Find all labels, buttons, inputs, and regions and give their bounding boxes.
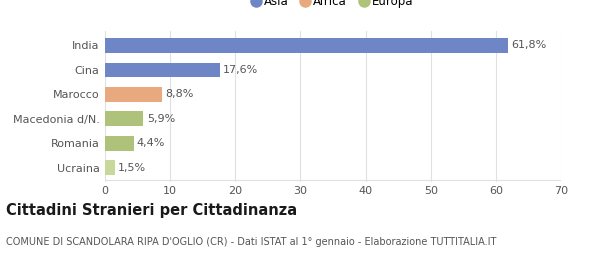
Bar [105, 38, 508, 53]
Bar [105, 112, 143, 126]
Text: 1,5%: 1,5% [118, 163, 146, 173]
Bar [105, 87, 163, 102]
Text: 17,6%: 17,6% [223, 65, 258, 75]
Bar [105, 160, 115, 175]
Text: 61,8%: 61,8% [511, 40, 546, 50]
Text: COMUNE DI SCANDOLARA RIPA D'OGLIO (CR) - Dati ISTAT al 1° gennaio - Elaborazione: COMUNE DI SCANDOLARA RIPA D'OGLIO (CR) -… [6, 237, 496, 246]
Bar [105, 136, 134, 151]
Legend: Asia, Africa, Europa: Asia, Africa, Europa [250, 0, 416, 12]
Text: 4,4%: 4,4% [137, 138, 165, 148]
Text: 5,9%: 5,9% [146, 114, 175, 124]
Bar [105, 63, 220, 77]
Text: 8,8%: 8,8% [166, 89, 194, 99]
Text: Cittadini Stranieri per Cittadinanza: Cittadini Stranieri per Cittadinanza [6, 203, 297, 218]
